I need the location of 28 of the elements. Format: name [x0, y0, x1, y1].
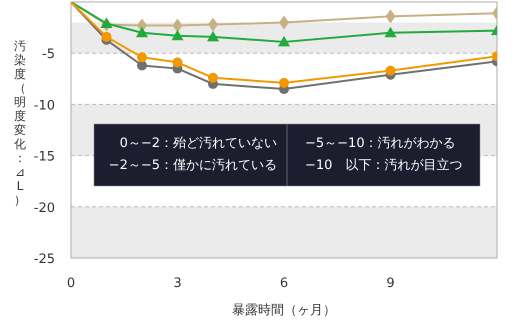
x-tick-label: 6 [280, 276, 288, 291]
annotation: 0～−2：殆ど汚れていない [120, 136, 277, 151]
point [386, 66, 396, 76]
point [278, 36, 290, 46]
x-axis-title: 暴露時間（ヶ月） [232, 303, 336, 318]
annotation: −2～−5：僅かに汚れている [108, 158, 277, 173]
point [208, 72, 218, 83]
point [279, 78, 289, 88]
point [102, 32, 112, 42]
point [136, 26, 148, 38]
point [172, 30, 184, 40]
point [172, 57, 182, 68]
x-tick-label: 3 [173, 276, 182, 291]
point [100, 18, 112, 28]
y-tick-label: -10 [34, 98, 55, 114]
x-tick-label: 9 [386, 276, 395, 291]
y-tick-label: -5 [42, 47, 55, 62]
y-tick-label: -25 [34, 252, 55, 267]
point [137, 52, 147, 62]
text: 汚染度（明度変化：⊿L） [14, 39, 26, 207]
point [137, 60, 147, 70]
point [207, 30, 219, 42]
point [384, 26, 396, 38]
y-tick-label: -20 [34, 200, 55, 216]
annotation: −5～−10：汚れがわかる [305, 136, 456, 151]
x-tick-label: 0 [66, 276, 76, 291]
annotation: −10 以下：汚れが目立つ [305, 157, 462, 173]
y-tick-label: -15 [34, 150, 55, 165]
